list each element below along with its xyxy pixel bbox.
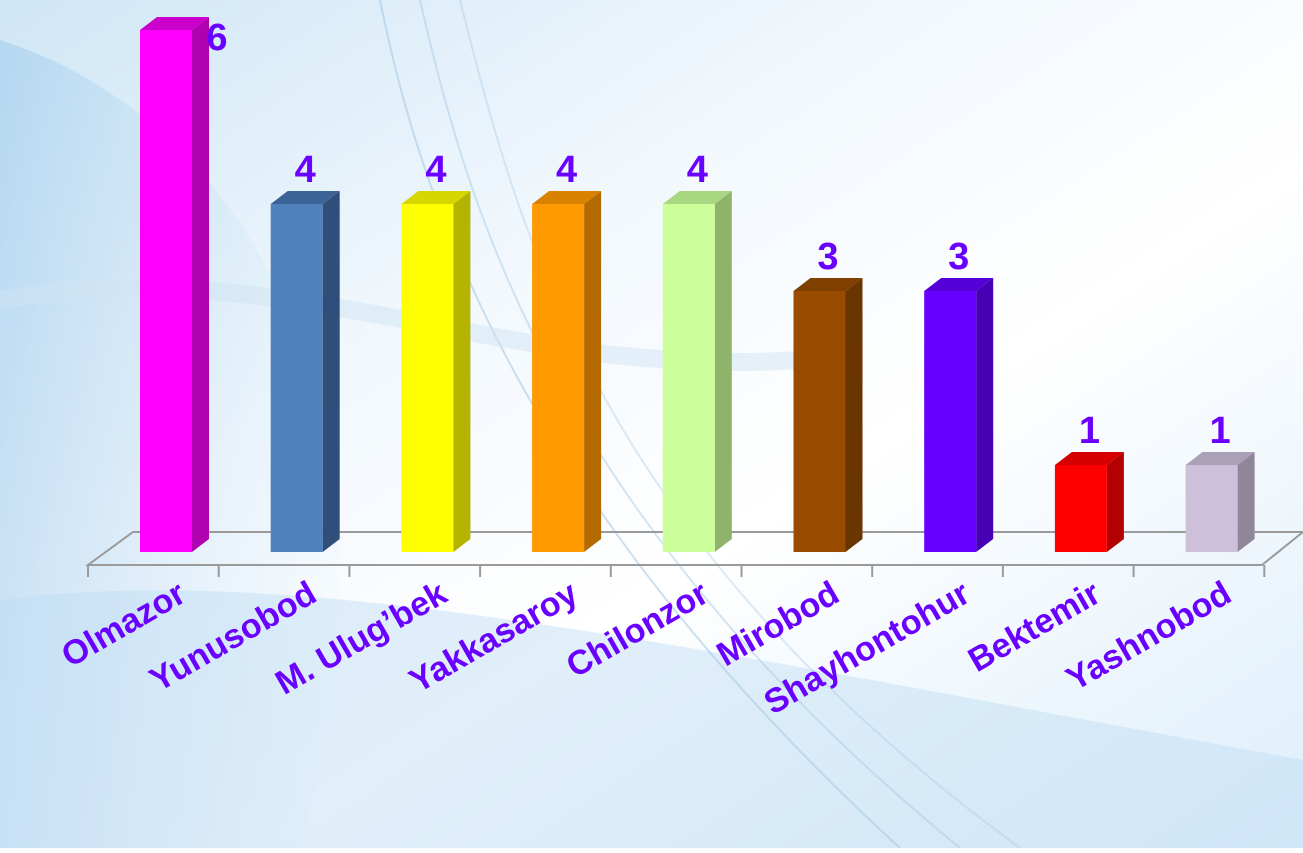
data-label: 6: [206, 17, 227, 59]
bar-bektemir: [1054, 452, 1124, 552]
bar-side: [584, 191, 602, 552]
bar-side: [714, 191, 732, 552]
bar-front: [1185, 465, 1238, 552]
bar-yashnobod: [1185, 452, 1255, 552]
bar-top: [401, 191, 471, 204]
bar-chilonzor: [662, 191, 732, 552]
bar-top: [793, 278, 863, 291]
bars-group: [140, 17, 1255, 552]
bar-top: [532, 191, 602, 204]
data-label: 4: [295, 149, 316, 191]
bar-side: [845, 278, 863, 552]
data-label: 3: [817, 236, 838, 278]
data-label: 4: [556, 149, 577, 191]
bar-shayhontohur: [924, 278, 994, 552]
bar-mirobod: [793, 278, 863, 552]
bar-front: [270, 204, 323, 552]
bar-front: [1054, 465, 1107, 552]
bar-top: [1054, 452, 1124, 465]
data-label: 4: [687, 149, 708, 191]
data-label: 1: [1079, 410, 1100, 452]
bar-front: [793, 291, 846, 552]
bar-m-ulug-bek: [401, 191, 471, 552]
data-labels-group: 6 4 4 4 4 3 3 1 1: [206, 17, 1230, 452]
bar-yunusobod: [270, 191, 340, 552]
bar-side: [322, 191, 340, 552]
data-label: 1: [1210, 410, 1231, 452]
bar-front: [924, 291, 977, 552]
bar-top: [662, 191, 732, 204]
bar-top: [270, 191, 340, 204]
bar-side: [1106, 452, 1124, 552]
bar-side: [192, 17, 209, 552]
bar-front: [662, 204, 715, 552]
data-label: 4: [425, 149, 446, 191]
bar-top: [924, 278, 994, 291]
bar-front: [401, 204, 454, 552]
bar-side: [453, 191, 471, 552]
floor-plane: [84, 531, 1303, 566]
bar-front: [532, 204, 585, 552]
bar-side: [976, 278, 994, 552]
chart-floor: [84, 531, 1303, 577]
bar-yakkasaroy: [532, 191, 602, 552]
data-label: 3: [948, 236, 969, 278]
bar-top: [140, 17, 209, 30]
bar-front: [140, 30, 192, 552]
bar-top: [1185, 452, 1255, 465]
bar-side: [1237, 452, 1255, 552]
bar-olmazor: [140, 17, 209, 552]
